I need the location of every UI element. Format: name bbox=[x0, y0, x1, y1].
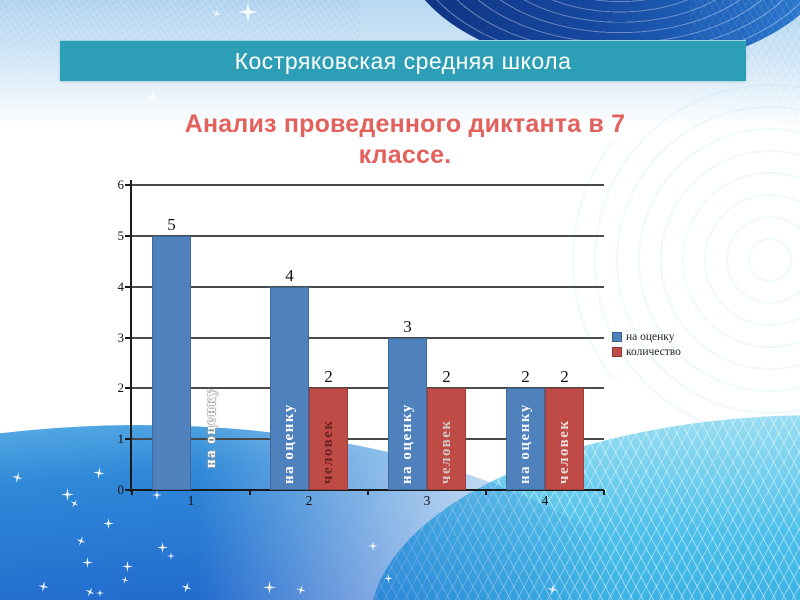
value-label-series1-cat2: 4 bbox=[285, 265, 294, 285]
y-tick-3 bbox=[125, 336, 130, 339]
sparkle-icon bbox=[152, 490, 162, 500]
bar-series1-cat3 bbox=[388, 337, 427, 490]
y-axis-label-3: 3 bbox=[117, 329, 125, 345]
bar-series2-cat3 bbox=[427, 388, 466, 490]
value-label-series1-cat3: 3 bbox=[403, 316, 412, 336]
value-label-series1-cat1: 5 bbox=[167, 214, 176, 234]
x-axis-label-2: 2 bbox=[305, 493, 313, 508]
bar-series1-cat2 bbox=[270, 286, 309, 490]
y-tick-4 bbox=[125, 285, 130, 288]
header-bar: Костряковская средняя школа bbox=[60, 40, 746, 81]
sparkle-icon bbox=[368, 541, 378, 551]
y-tick-0 bbox=[125, 489, 130, 491]
slide-title-line2: классе. bbox=[358, 141, 452, 169]
value-label-series1-cat4: 2 bbox=[521, 367, 530, 387]
gridline-y4 bbox=[132, 285, 604, 288]
gridline-y6 bbox=[132, 184, 604, 186]
bar-inner-label-series1-cat1-ghost: на оценку bbox=[203, 387, 219, 468]
slide-title-line1: Анализ проведенного диктанта в 7 bbox=[184, 110, 626, 138]
y-axis-label-0: 0 bbox=[117, 482, 125, 497]
x-axis-label-4: 4 bbox=[541, 493, 549, 508]
x-axis-label-3: 3 bbox=[423, 493, 431, 508]
bar-inner-label-series2-cat4: человек bbox=[556, 419, 572, 484]
bar-series2-cat2 bbox=[309, 388, 348, 490]
legend-label-series2: количество bbox=[626, 346, 681, 358]
x-tick-1 bbox=[249, 490, 251, 495]
legend-entry-series2: количество bbox=[612, 346, 681, 358]
y-axis-label-1: 1 bbox=[117, 431, 125, 447]
x-tick-4 bbox=[603, 490, 605, 495]
bar-inner-label-series2-cat2: человек bbox=[320, 419, 336, 484]
y-axis-label-6: 6 bbox=[117, 177, 125, 192]
x-tick-2 bbox=[367, 490, 369, 495]
y-tick-6 bbox=[125, 184, 130, 186]
legend-swatch-series2 bbox=[612, 347, 622, 357]
sparkle-icon bbox=[122, 561, 133, 572]
bar-series1-cat4 bbox=[506, 388, 545, 490]
y-axis bbox=[130, 180, 132, 492]
gridline-y2 bbox=[132, 387, 604, 390]
bar-inner-label-series1-cat3: на оценку bbox=[399, 403, 415, 484]
y-axis-label-4: 4 bbox=[117, 278, 125, 294]
bar-inner-label-series1-cat4: на оценку bbox=[517, 403, 533, 484]
gridline-y5 bbox=[132, 234, 604, 237]
value-label-series2-cat2: 2 bbox=[324, 367, 333, 387]
y-tick-1 bbox=[125, 438, 130, 441]
bar-inner-label-series1-cat2: на оценку bbox=[281, 403, 297, 484]
legend-entry-series1: на оценку bbox=[612, 331, 681, 343]
x-tick-3 bbox=[485, 490, 487, 495]
y-tick-5 bbox=[125, 234, 130, 237]
x-tick-0 bbox=[131, 490, 133, 495]
y-axis-label-5: 5 bbox=[117, 227, 125, 243]
sparkle-icon bbox=[157, 542, 168, 553]
y-tick-2 bbox=[125, 387, 130, 390]
legend-label-series1: на оценку bbox=[626, 331, 675, 343]
x-axis-label-1: 1 bbox=[187, 493, 195, 508]
value-label-series2-cat3: 2 bbox=[442, 367, 451, 387]
bar-series1-cat1 bbox=[152, 235, 191, 490]
gridline-y1 bbox=[132, 438, 604, 441]
legend-swatch-series1 bbox=[612, 332, 622, 342]
slide-title: Анализ проведенного диктанта в 7 классе. bbox=[105, 109, 705, 171]
sparkle-icon bbox=[384, 574, 393, 583]
school-name: Костряковская средняя школа bbox=[234, 47, 572, 74]
bar-inner-label-series2-cat3: человек bbox=[438, 419, 454, 484]
value-label-series2-cat4: 2 bbox=[560, 367, 569, 387]
bar-series2-cat4 bbox=[545, 388, 584, 490]
gridline-y3 bbox=[132, 336, 604, 339]
chart-legend: на оценку количество bbox=[612, 331, 681, 361]
sparkle-icon bbox=[103, 518, 114, 529]
sparkle-icon bbox=[82, 557, 93, 568]
sparkle-icon bbox=[96, 589, 104, 597]
sparkle-icon bbox=[167, 552, 175, 560]
y-axis-label-2: 2 bbox=[117, 380, 125, 396]
